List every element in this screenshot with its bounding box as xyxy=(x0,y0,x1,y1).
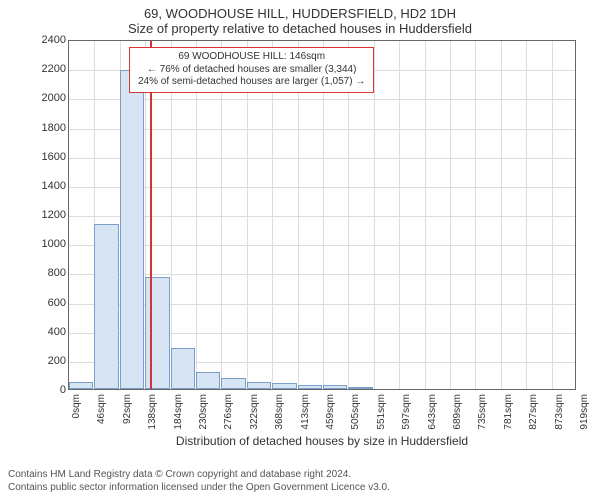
histogram-bar xyxy=(221,378,245,389)
histogram-bar xyxy=(247,382,271,389)
xtick-label: 230sqm xyxy=(198,394,209,430)
gridline-v xyxy=(450,41,451,389)
ytick-label: 2400 xyxy=(42,34,66,46)
info-line2: ← 76% of detached houses are smaller (3,… xyxy=(138,64,365,77)
xtick-label: 276sqm xyxy=(223,394,234,430)
xtick-label: 827sqm xyxy=(528,394,539,430)
histogram-bar xyxy=(196,372,220,390)
ytick-label: 2200 xyxy=(42,63,66,75)
xtick-label: 873sqm xyxy=(554,394,565,430)
gridline-v xyxy=(298,41,299,389)
footer-attribution: Contains HM Land Registry data © Crown c… xyxy=(8,469,390,494)
xtick-label: 0sqm xyxy=(71,394,82,418)
gridline-v xyxy=(348,41,349,389)
xtick-label: 184sqm xyxy=(173,394,184,430)
histogram-bar xyxy=(69,382,93,389)
title-line1: 69, WOODHOUSE HILL, HUDDERSFIELD, HD2 1D… xyxy=(0,6,600,21)
xtick-label: 551sqm xyxy=(376,394,387,430)
gridline-v xyxy=(374,41,375,389)
ytick-label: 400 xyxy=(48,326,66,338)
histogram-bar xyxy=(323,385,347,389)
ytick-label: 200 xyxy=(48,355,66,367)
footer-line1: Contains HM Land Registry data © Crown c… xyxy=(8,469,390,482)
xtick-label: 781sqm xyxy=(503,394,514,430)
title-line2: Size of property relative to detached ho… xyxy=(0,21,600,36)
histogram-bar xyxy=(94,224,118,389)
ytick-label: 600 xyxy=(48,297,66,309)
xtick-label: 919sqm xyxy=(579,394,590,430)
ytick-label: 1800 xyxy=(42,122,66,134)
xtick-label: 368sqm xyxy=(274,394,285,430)
gridline-v xyxy=(475,41,476,389)
footer-line2: Contains public sector information licen… xyxy=(8,482,390,495)
gridline-v xyxy=(247,41,248,389)
chart-container: Number of detached properties 69 WOODHOU… xyxy=(50,40,580,420)
info-line3: 24% of semi-detached houses are larger (… xyxy=(138,76,365,89)
xtick-label: 459sqm xyxy=(325,394,336,430)
ytick-label: 1000 xyxy=(42,238,66,250)
xtick-label: 138sqm xyxy=(147,394,158,430)
xtick-label: 505sqm xyxy=(350,394,361,430)
marker-info-box: 69 WOODHOUSE HILL: 146sqm ← 76% of detac… xyxy=(129,47,374,93)
xtick-label: 413sqm xyxy=(300,394,311,430)
gridline-v xyxy=(323,41,324,389)
xtick-label: 92sqm xyxy=(122,394,133,424)
property-marker-line xyxy=(150,41,152,389)
xtick-label: 46sqm xyxy=(96,394,107,424)
xtick-label: 322sqm xyxy=(249,394,260,430)
xtick-label: 735sqm xyxy=(477,394,488,430)
gridline-v xyxy=(501,41,502,389)
xtick-label: 689sqm xyxy=(452,394,463,430)
gridline-v xyxy=(552,41,553,389)
gridline-v xyxy=(221,41,222,389)
histogram-bar xyxy=(298,385,322,389)
ytick-label: 2000 xyxy=(42,92,66,104)
plot-area: 69 WOODHOUSE HILL: 146sqm ← 76% of detac… xyxy=(68,40,576,390)
chart-title-block: 69, WOODHOUSE HILL, HUDDERSFIELD, HD2 1D… xyxy=(0,0,600,36)
histogram-bar xyxy=(171,348,195,389)
x-axis-label: Distribution of detached houses by size … xyxy=(68,434,576,448)
gridline-v xyxy=(425,41,426,389)
histogram-bar xyxy=(348,387,372,389)
gridline-v xyxy=(526,41,527,389)
gridline-v xyxy=(272,41,273,389)
gridline-v xyxy=(399,41,400,389)
ytick-label: 1200 xyxy=(42,209,66,221)
xtick-label: 597sqm xyxy=(401,394,412,430)
gridline-v xyxy=(196,41,197,389)
ytick-label: 1600 xyxy=(42,151,66,163)
histogram-bar xyxy=(272,383,296,389)
xtick-label: 643sqm xyxy=(427,394,438,430)
gridline-v xyxy=(171,41,172,389)
ytick-label: 1400 xyxy=(42,180,66,192)
histogram-bar xyxy=(120,70,144,389)
ytick-label: 0 xyxy=(60,384,66,396)
ytick-label: 800 xyxy=(48,267,66,279)
info-line1: 69 WOODHOUSE HILL: 146sqm xyxy=(138,51,365,64)
